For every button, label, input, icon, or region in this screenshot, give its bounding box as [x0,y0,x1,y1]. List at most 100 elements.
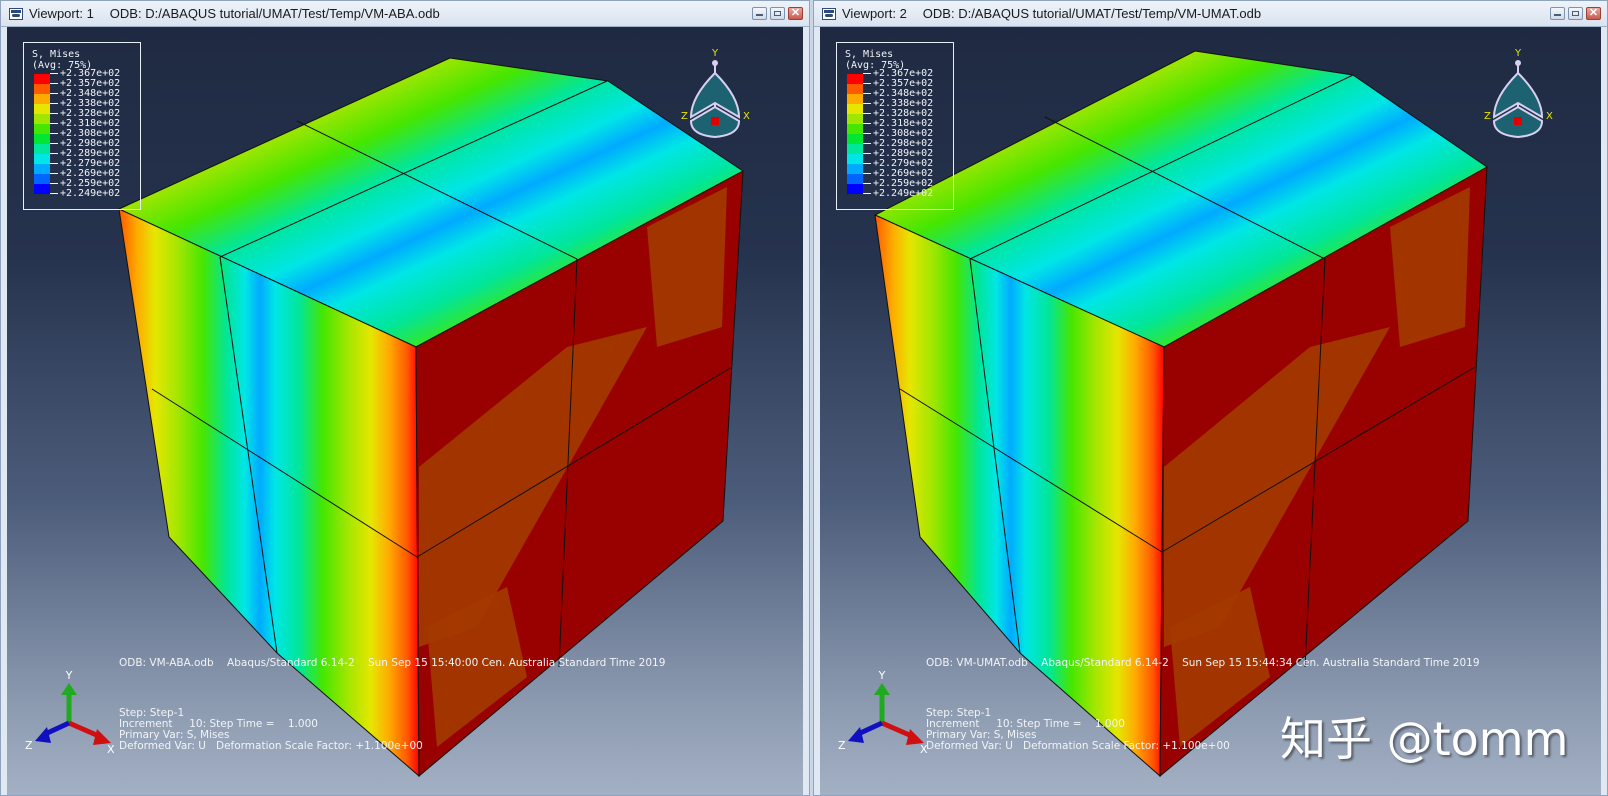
viewport-2-titlebar[interactable]: Viewport: 2 ODB: D:/ABAQUS tutorial/UMAT… [814,1,1607,27]
svg-text:X: X [1546,111,1553,122]
step-info: Step: Step-1 Increment 10: Step Time = 1.… [926,708,1230,752]
legend-value: +2.328e+02 [50,109,120,119]
legend-value: +2.269e+02 [863,169,933,179]
primary-var-label: Primary Var: S, Mises [119,729,230,741]
view-manipulator-icon[interactable]: Y Z X [1478,47,1558,147]
viewport-1[interactable]: Viewport: 1 ODB: D:/ABAQUS tutorial/UMAT… [0,0,810,796]
axis-triad-icon: Y Z X [838,669,928,756]
svg-text:Z: Z [1484,111,1491,122]
legend-value: +2.348e+02 [50,89,120,99]
legend-value: +2.289e+02 [863,149,933,159]
odb-path: ODB: D:/ABAQUS tutorial/UMAT/Test/Temp/V… [109,6,440,21]
close-button[interactable]: ✕ [1586,7,1601,20]
viewport-1-canvas[interactable]: S, Mises (Avg: 75%) +2.367e+02 +2.357e+0… [7,27,803,795]
legend-value: +2.298e+02 [50,139,120,149]
legend-swatch [34,144,50,154]
increment-label: Increment 10: Step Time = 1.000 [926,718,1125,730]
svg-text:Y: Y [65,669,73,682]
step-label: Step: Step-1 [926,707,992,719]
axis-triad-icon: Y Z X [25,669,115,756]
step-label: Step: Step-1 [119,707,185,719]
legend-value: +2.308e+02 [863,129,933,139]
primary-var-label: Primary Var: S, Mises [926,729,1037,741]
viewport-menu-icon[interactable] [822,7,836,20]
watermark-text: 知乎 @tomm [1280,712,1569,766]
legend-value: +2.298e+02 [863,139,933,149]
legend-swatch [34,154,50,164]
maximize-button[interactable] [1568,7,1583,20]
deformed-var-label: Deformed Var: U Deformation Scale Factor… [926,740,1230,752]
odb-info-line: ODB: VM-UMAT.odb Abaqus/Standard 6.14-2 … [926,657,1480,669]
contour-cube-model [873,50,1488,778]
legend-value: +2.289e+02 [50,149,120,159]
legend-swatch [34,114,50,124]
viewport-title: Viewport: 1 [29,6,94,21]
legend-subtitle: (Avg: 75%) [845,60,906,71]
legend-swatch [34,124,50,134]
legend-swatch [34,104,50,114]
legend-value: +2.269e+02 [50,169,120,179]
legend-value: +2.367e+02 [863,69,933,79]
viewport-menu-icon[interactable] [9,7,23,20]
legend-swatch [847,164,863,174]
legend-value: +2.348e+02 [863,89,933,99]
legend-swatch [847,184,863,194]
viewport-2-canvas[interactable]: S, Mises (Avg: 75%) +2.367e+02 +2.357e+0… [820,27,1601,795]
odb-path: ODB: D:/ABAQUS tutorial/UMAT/Test/Temp/V… [922,6,1262,21]
legend-value: +2.338e+02 [50,99,120,109]
legend-swatch [847,74,863,84]
contour-cube-model [117,57,744,778]
svg-text:Y: Y [711,48,719,59]
legend-value: +2.318e+02 [50,119,120,129]
close-button[interactable]: ✕ [788,7,803,20]
legend-value: +2.357e+02 [50,79,120,89]
legend-value: +2.279e+02 [50,159,120,169]
legend-value: +2.338e+02 [863,99,933,109]
legend-swatch [847,154,863,164]
svg-text:Y: Y [1514,48,1522,59]
legend-swatch [34,174,50,184]
maximize-button[interactable] [770,7,785,20]
minimize-button[interactable] [1550,7,1565,20]
legend-swatch [847,114,863,124]
legend-swatch [847,144,863,154]
viewport-2[interactable]: Viewport: 2 ODB: D:/ABAQUS tutorial/UMAT… [813,0,1608,796]
legend-swatch [847,84,863,94]
legend-swatch [847,134,863,144]
viewport-1-titlebar[interactable]: Viewport: 1 ODB: D:/ABAQUS tutorial/UMAT… [1,1,809,27]
legend-swatch [34,84,50,94]
minimize-button[interactable] [752,7,767,20]
legend-value: +2.367e+02 [50,69,120,79]
legend-swatch [847,174,863,184]
legend-value: +2.249e+02 [50,189,120,199]
svg-text:Z: Z [25,739,33,752]
legend-color-bar [847,74,863,194]
legend-swatch [34,184,50,194]
legend-swatch [847,104,863,114]
svg-text:X: X [107,743,115,756]
svg-text:X: X [920,743,928,756]
legend-swatch [34,94,50,104]
legend-value: +2.318e+02 [863,119,933,129]
legend-value: +2.328e+02 [863,109,933,119]
view-manipulator-icon[interactable]: Y Z X [675,47,755,147]
legend-value: +2.357e+02 [863,79,933,89]
legend-value: +2.249e+02 [863,189,933,199]
viewport-title: Viewport: 2 [842,6,907,21]
svg-text:Y: Y [878,669,886,682]
legend-value: +2.259e+02 [50,179,120,189]
legend-value: +2.279e+02 [863,159,933,169]
legend-value: +2.308e+02 [50,129,120,139]
legend-swatch [34,134,50,144]
svg-text:X: X [743,111,750,122]
legend-swatch [847,124,863,134]
legend-title: S, Mises [845,49,894,60]
legend-color-bar [34,74,50,194]
contour-legend: S, Mises (Avg: 75%) +2.367e+02 +2.357e+0… [23,42,141,210]
odb-info-line: ODB: VM-ABA.odb Abaqus/Standard 6.14-2 S… [119,657,666,669]
legend-value: +2.259e+02 [863,179,933,189]
contour-legend: S, Mises (Avg: 75%) +2.367e+02 +2.357e+0… [836,42,954,210]
legend-title: S, Mises [32,49,81,60]
svg-text:Z: Z [838,739,846,752]
increment-label: Increment 10: Step Time = 1.000 [119,718,318,730]
